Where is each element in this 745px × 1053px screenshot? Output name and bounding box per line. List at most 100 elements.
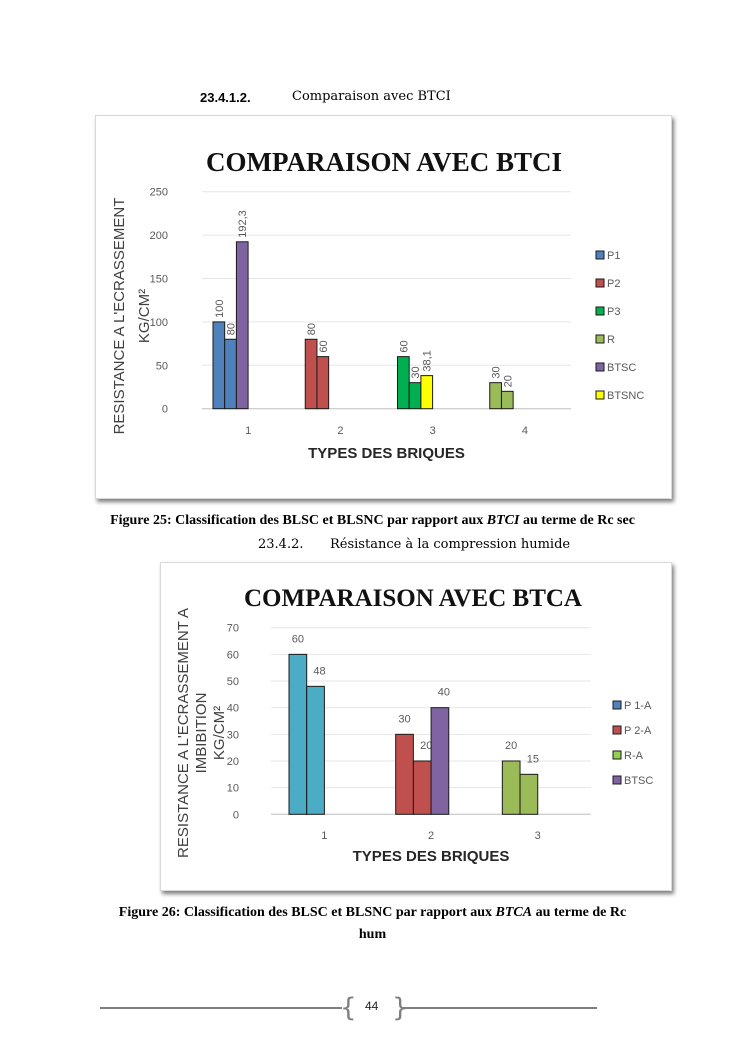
legend-label: P 1-A [624,700,652,712]
y-tick-label: 20 [227,756,239,768]
legend-label: R-A [624,750,644,762]
bar-p1 [224,338,237,410]
figure-25-caption: Figure 25: Classification des BLSC et BL… [0,513,745,529]
legend-swatch [612,775,622,785]
legend-swatch [612,700,622,710]
x-tick-label: 4 [522,425,528,437]
caption-text: au terme de Rc sec [519,513,635,528]
chart-btci-svg: COMPARAISON AVEC BTCI 0 50 100 150 200 250 1 100… [111,147,644,462]
data-label: 100 [214,300,226,318]
y-tick-label: 250 [150,187,168,199]
data-label: 60 [292,633,304,645]
x-axis-title: TYPES DES BRIQUES [353,848,510,865]
data-label: 38,1 [422,350,434,371]
legend-label: P2 [607,278,620,290]
legend-label: R [607,334,615,346]
data-label: 80 [306,323,318,335]
x-tick-label: 3 [535,830,541,842]
bar-btsc [235,241,249,410]
chart-btca: COMPARAISON AVEC BTCA 0 10 20 30 40 50 60 70 1 60 4… [160,562,672,891]
data-label: 48 [313,665,325,677]
legend-swatch [612,725,622,735]
caption-text: Figure 25: Classification des BLSC et BL… [110,513,487,528]
y-tick-label: 10 [227,783,239,795]
footer-divider-left [100,1007,342,1009]
y-tick-label: 150 [150,274,168,286]
chart-title: COMPARAISON AVEC BTCA [244,585,582,612]
chart-btci: COMPARAISON AVEC BTCI 0 50 100 150 200 250 1 100… [95,115,672,499]
section-number: 23.4.2. [258,537,304,552]
data-label: 20 [420,740,432,752]
y-axis-title: RESISTANCE A L'ECRASSEMENT A [175,608,192,858]
bar-r [489,382,502,410]
x-axis-title: TYPES DES BRIQUES [308,445,465,462]
data-label: 20 [505,740,517,752]
legend-swatch [595,250,605,260]
x-tick-label: 1 [245,425,251,437]
y-tick-label: 0 [233,809,239,821]
data-label: 20 [502,375,514,387]
section-number: 23.4.1.2. [200,90,251,105]
bar-p2 [304,338,318,410]
y-tick-label: 100 [150,317,168,329]
legend-label: P3 [607,306,620,318]
legend-label: P1 [607,250,620,262]
legend-label: BTSC [624,775,653,787]
y-axis-title: KG/CM² [211,706,228,760]
data-label: 30 [491,366,503,378]
y-tick-label: 30 [227,729,239,741]
data-label: 60 [318,340,330,352]
legend-label: BTSNC [607,390,644,402]
data-label: 60 [398,340,410,352]
chart-btca-svg: COMPARAISON AVEC BTCA 0 10 20 30 40 50 60 70 1 60 4… [175,585,653,865]
legend-swatch [595,306,605,316]
section-title: Comparaison avec BTCI [292,89,451,104]
figure-26-caption: Figure 26: Classification des BLSC et BL… [0,905,745,921]
bar-p1 [212,321,226,410]
caption-text: au terme de Rc [532,905,627,920]
y-axis-title: KG/CM² [136,289,153,343]
bar-p-2-a [412,760,432,815]
data-label: 15 [527,753,539,765]
x-tick-label: 2 [337,425,343,437]
caption-text: Figure 26: Classification des BLSC et BL… [118,905,496,920]
bar-r-a [501,760,521,815]
legend-label: BTSC [607,362,636,374]
figure-26-caption-line2: hum [358,927,387,942]
y-axis-title: RESISTANCE A L'ECRASSEMENT [111,198,128,435]
footer-brace-right: } [392,993,409,1023]
bar-p3 [397,356,410,410]
caption-italic: BTCI [486,513,520,528]
y-tick-label: 50 [156,360,168,372]
data-label: 30 [398,713,410,725]
y-axis-title: IMBIBITION [193,693,210,774]
bar-p2 [316,356,330,410]
legend-swatch [612,750,622,760]
data-label: 80 [226,323,238,335]
data-label: 30 [410,366,422,378]
x-tick-label: 3 [430,425,436,437]
bar-p-1-a [288,653,308,815]
y-tick-label: 50 [227,676,239,688]
y-tick-label: 60 [227,649,239,661]
chart-title: COMPARAISON AVEC BTCI [206,147,562,177]
page-number: 44 [365,999,379,1013]
y-tick-label: 0 [162,404,168,416]
bar-btsnc [420,375,434,410]
section-title: Résistance à la compression humide [330,537,571,552]
data-label: 192,3 [237,210,249,238]
caption-italic: BTCA [495,905,533,920]
x-tick-label: 1 [321,830,327,842]
legend-swatch [595,278,605,288]
y-tick-label: 70 [227,623,239,635]
x-tick-label: 2 [428,830,434,842]
bar-btsc [430,707,450,815]
bar-p-1-a [306,685,325,815]
y-tick-label: 40 [227,703,239,715]
footer-brace-left: { [340,993,357,1023]
bar-p-2-a [395,733,414,815]
bar-r [500,390,514,410]
legend-swatch [595,334,605,344]
bar-r-a [519,773,539,815]
